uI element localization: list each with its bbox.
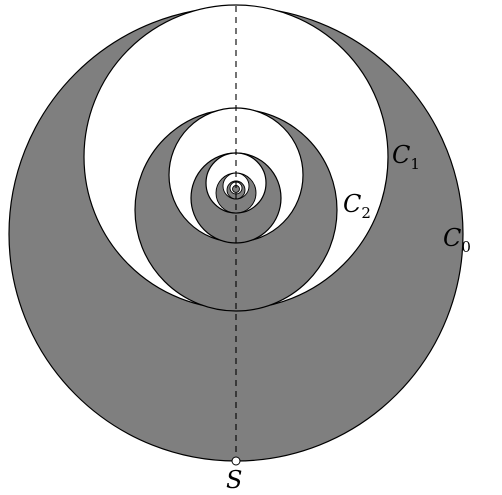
label-c2-letter: C <box>343 190 361 218</box>
label-c0-letter: C <box>443 224 461 252</box>
label-c1-letter: C <box>392 141 410 169</box>
label-c1-sub: 1 <box>410 155 420 173</box>
label-s: S <box>226 466 242 494</box>
label-c2: C2 <box>343 190 371 222</box>
label-c1: C1 <box>392 141 420 173</box>
point-s-marker <box>231 456 241 466</box>
label-c0: C0 <box>443 224 471 256</box>
circle-group <box>8 4 464 462</box>
label-c0-sub: 0 <box>461 238 471 256</box>
label-c2-sub: 2 <box>361 204 371 222</box>
